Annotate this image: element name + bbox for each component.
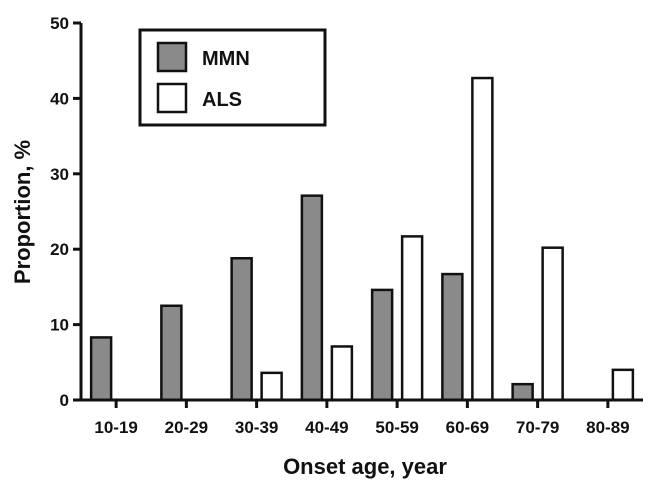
legend: MMN ALS — [138, 28, 327, 127]
bar-mmn-50-59 — [370, 288, 394, 402]
legend-label-als: ALS — [202, 89, 242, 111]
bar-als-40-49 — [330, 345, 354, 402]
y-tick-label: 20 — [50, 240, 69, 259]
x-tick-label: 40-49 — [305, 418, 348, 437]
legend-swatch-als — [156, 82, 188, 114]
bar-als-70-79 — [541, 246, 564, 402]
y-axis-ticks: 0 10 20 30 40 50 — [50, 14, 81, 410]
bar-mmn-70-79 — [511, 382, 534, 402]
bar-als-60-69 — [471, 76, 494, 402]
bar-mmn-30-39 — [230, 256, 253, 402]
bar-als-80-89 — [611, 368, 635, 402]
x-axis-title: Onset age, year — [283, 454, 447, 479]
x-tick-label: 80-89 — [586, 418, 629, 437]
bar-als-50-59 — [400, 235, 424, 402]
x-tick-label: 20-29 — [165, 418, 208, 437]
bar-mmn-60-69 — [441, 272, 464, 402]
bar-als-30-39 — [260, 371, 283, 402]
x-axis-ticks: 10-19 20-29 30-39 40-49 50-59 60-69 70-79 80-89 — [94, 400, 630, 437]
x-tick-label: 60-69 — [446, 418, 489, 437]
bar-mmn-20-29 — [160, 304, 183, 402]
y-tick-label: 40 — [50, 89, 69, 108]
x-tick-label: 10-19 — [94, 418, 137, 437]
y-axis-title: Proportion, % — [10, 140, 35, 284]
bar-mmn-40-49 — [300, 194, 324, 402]
legend-swatch-mmn — [156, 41, 188, 73]
x-tick-label: 70-79 — [516, 418, 559, 437]
y-tick-label: 30 — [50, 165, 69, 184]
y-tick-label: 0 — [60, 391, 69, 410]
y-tick-label: 10 — [50, 316, 69, 335]
bars — [89, 76, 635, 402]
bar-mmn-10-19 — [89, 336, 113, 402]
legend-label-mmn: MMN — [202, 48, 250, 70]
x-tick-label: 50-59 — [375, 418, 418, 437]
y-tick-label: 50 — [50, 14, 69, 33]
x-tick-label: 30-39 — [235, 418, 278, 437]
